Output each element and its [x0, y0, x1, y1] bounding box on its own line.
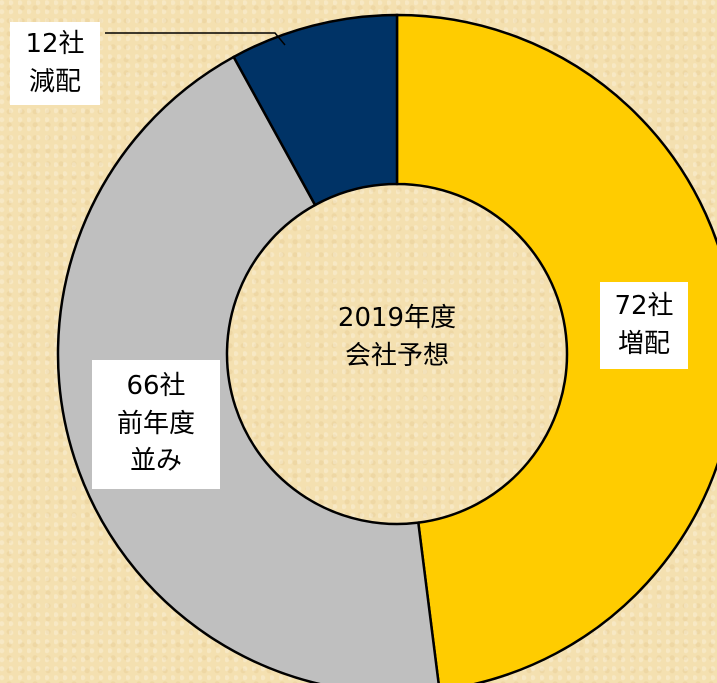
slice-label: 72社増配	[600, 282, 688, 370]
slice-label: 12社減配	[10, 22, 100, 106]
value-label: 72社	[614, 291, 674, 321]
slice	[395, 13, 717, 683]
leader-line	[105, 32, 286, 46]
center-line: 会社予想	[344, 340, 449, 371]
slice	[231, 13, 399, 207]
slice	[56, 55, 440, 683]
value-label: 12社	[25, 29, 85, 59]
center-label: 2019年度 会社予想	[277, 300, 517, 375]
value-label: 66社	[126, 371, 186, 401]
center-line: 2019年度	[337, 303, 457, 333]
category-label: 増配	[617, 328, 670, 359]
slice-label: 66社前年度並み	[92, 360, 220, 490]
category-label: 減配	[28, 66, 81, 97]
category-label: 前年度並み	[117, 408, 196, 477]
